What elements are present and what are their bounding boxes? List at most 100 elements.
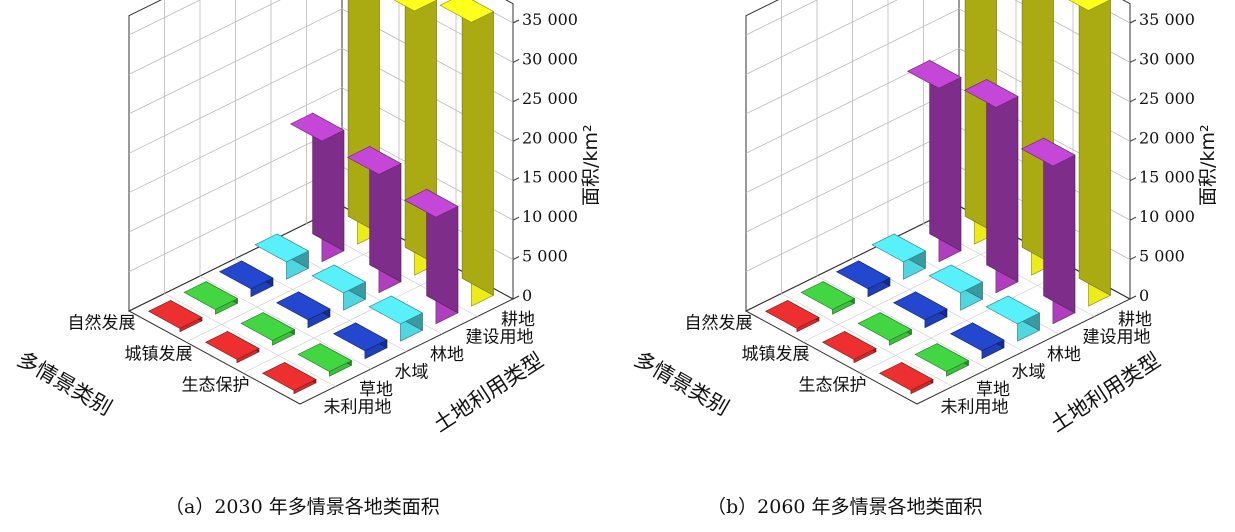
z-tick: [512, 98, 520, 103]
grid-line: [185, 236, 400, 343]
bar-side-face: [1078, 0, 1111, 296]
y-axis-title: 多情景类别: [630, 347, 733, 420]
bar: [928, 264, 984, 311]
category-label: 耕地: [1118, 310, 1152, 330]
bar: [311, 264, 367, 311]
z-tick-label: 15 000: [522, 168, 578, 187]
bar: [1068, 0, 1111, 307]
bar: [800, 281, 856, 315]
bar: [857, 312, 913, 346]
z-tick-label: 35 000: [522, 10, 578, 29]
bar-top-face: [878, 362, 934, 391]
z-axis: 0 5 000 10 000 15 000 20 000 25 000 30 000 35 0…: [512, 10, 578, 305]
z-tick-label: 30 000: [522, 49, 578, 68]
grid-line: [802, 236, 1017, 343]
z-tick: [512, 19, 520, 24]
z-tick-label: 0: [1139, 286, 1149, 305]
z-tick: [512, 137, 520, 142]
bar-top-face: [332, 322, 388, 352]
bar: [914, 343, 970, 377]
grid-line: [745, 0, 1131, 75]
bar-top-face: [297, 343, 353, 372]
z-tick: [512, 58, 520, 63]
bar-side-face: [461, 0, 494, 296]
bar: [906, 59, 962, 263]
bar: [147, 299, 203, 333]
scenario-label: 自然发展: [685, 314, 753, 334]
z-tick: [1129, 177, 1137, 182]
bar: [332, 322, 388, 360]
z-tick-label: 10 000: [1139, 207, 1195, 226]
bar3d-chart-b: 0 5 000 10 000 15 000 20 000 25 000 30 000 35 0…: [630, 0, 1219, 437]
bar: [275, 291, 331, 329]
grid-line: [781, 293, 953, 387]
grid-line: [745, 0, 1131, 36]
z-tick-label: 20 000: [1139, 128, 1195, 147]
z-tick: [1129, 58, 1137, 63]
scenario-label: 生态保护: [799, 376, 867, 396]
y-axis-title: 多情景类别: [13, 347, 116, 420]
bar-top-face: [147, 300, 203, 329]
scenario-label: 城镇发展: [125, 345, 193, 365]
scenario-label: 城镇发展: [742, 345, 810, 365]
bar-top-face: [403, 188, 459, 218]
bar-top-face: [835, 260, 891, 290]
z-tick: [512, 177, 520, 182]
bar-top-face: [949, 322, 1005, 352]
bars: [147, 0, 495, 395]
bar-top-face: [346, 146, 402, 175]
grid-line: [199, 275, 372, 370]
z-tick-label: 10 000: [522, 207, 578, 226]
bar-top-face: [261, 362, 317, 391]
z-axis-title: 面积/km²: [1197, 124, 1219, 206]
grid-line: [242, 267, 457, 374]
z-tick-label: 25 000: [522, 89, 578, 108]
bar-top-face: [275, 291, 331, 321]
grid-line: [859, 267, 1074, 374]
category-label: 耕地: [501, 310, 535, 330]
bar-top-face: [183, 281, 239, 310]
z-tick: [1129, 216, 1137, 221]
bar-top-face: [963, 79, 1019, 108]
z-tick: [1129, 98, 1137, 103]
bar-top-face: [1020, 137, 1076, 167]
bars: [764, 0, 1111, 395]
bar-side-face: [986, 78, 1019, 283]
bar: [403, 188, 459, 325]
z-tick-label: 5 000: [1139, 247, 1185, 266]
bar: [878, 361, 934, 395]
bar-top-face: [311, 264, 367, 294]
bar: [297, 343, 353, 377]
bar: [892, 291, 948, 329]
bar-top-face: [439, 0, 495, 23]
z-tick: [512, 295, 520, 300]
bar-top-face: [368, 295, 424, 325]
category-label: 林地: [1047, 345, 1081, 365]
category-label: 草地: [359, 380, 393, 400]
chart-caption-a: （a）2030 年多情景各地类面积: [165, 496, 440, 518]
grid-line: [164, 293, 336, 387]
bar: [261, 361, 317, 395]
z-tick: [1129, 256, 1137, 261]
z-tick-label: 25 000: [1139, 89, 1195, 108]
z-tick: [1129, 137, 1137, 142]
category-label: 水域: [395, 362, 429, 382]
bar: [949, 322, 1005, 360]
scenario-labels: 生态保护 城镇发展 自然发展: [685, 314, 867, 396]
scenario-labels: 生态保护 城镇发展 自然发展: [68, 314, 250, 396]
z-axis: 0 5 000 10 000 15 000 20 000 25 000 30 000 35 0…: [1129, 10, 1195, 305]
bar: [764, 299, 820, 333]
bar-top-face: [254, 233, 310, 263]
bar-top-face: [393, 0, 438, 12]
chart-panel-a: 0 5 000 10 000 15 000 20 000 25 000 30 000 35 0…: [0, 0, 617, 532]
z-tick-label: 5 000: [522, 247, 568, 266]
bar: [835, 260, 891, 298]
category-label: 草地: [976, 380, 1010, 400]
bar-top-face: [764, 300, 820, 329]
chart-panel-b: 0 5 000 10 000 15 000 20 000 25 000 30 000 35 0…: [617, 0, 1234, 532]
bar-top-face: [218, 260, 274, 290]
bar-top-face: [821, 331, 877, 360]
grid-line: [816, 275, 989, 370]
